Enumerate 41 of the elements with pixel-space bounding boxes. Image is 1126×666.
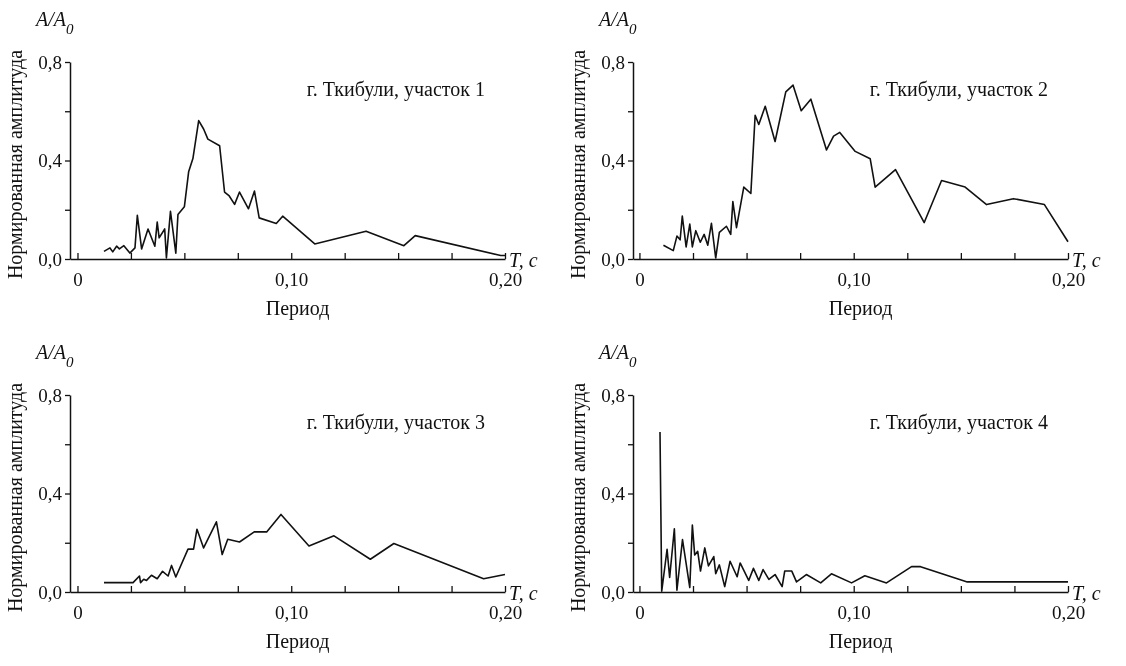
x-tick-label: 0,10: [275, 269, 309, 291]
x-axis-title: Период: [265, 297, 330, 320]
y-tick-label: 0,4: [38, 483, 63, 505]
y-tick-label: 0,8: [601, 51, 625, 73]
x-tick-label: 0,10: [837, 269, 871, 291]
y-axis-title: Нормированная амплитуда: [567, 382, 590, 613]
y-tick-label: 0,4: [601, 150, 626, 172]
y-tick-label: 0,8: [601, 384, 625, 406]
y-tick-label: 0,4: [601, 483, 626, 505]
x-axis-title: Период: [265, 630, 330, 653]
y-axis-title: Нормированная амплитуда: [4, 382, 27, 613]
y-axis-title: Нормированная амплитуда: [4, 49, 27, 280]
text: T, с: [509, 582, 538, 604]
y-tick-label: 0,0: [38, 581, 62, 603]
text: г. Ткибули, участок 1: [306, 78, 485, 101]
y-tick-label: 0,8: [38, 384, 62, 406]
text: A/A$_{0}$: [34, 341, 74, 370]
text: A/A$_{0}$: [597, 341, 637, 370]
text: A/A$_{0}$: [34, 8, 74, 37]
x-tick-label: 0,10: [275, 602, 309, 624]
x-tick-label: 0,10: [837, 602, 871, 624]
x-axis-title: Период: [828, 297, 893, 320]
y-tick-label: 0,4: [38, 150, 63, 172]
text: г. Ткибули, участок 4: [869, 411, 1048, 434]
text: T, с: [509, 249, 538, 271]
x-tick-label: 0: [635, 269, 645, 291]
x-tick-label: 0: [73, 602, 83, 624]
x-tick-label: 0: [635, 602, 645, 624]
y-tick-label: 0,0: [38, 248, 62, 270]
text: A/A$_{0}$: [597, 8, 637, 37]
y-tick-label: 0,0: [601, 248, 625, 270]
text: г. Ткибули, участок 3: [306, 411, 485, 434]
y-tick-label: 0,8: [38, 51, 62, 73]
y-axis-title: Нормированная амплитуда: [567, 49, 590, 280]
text: г. Ткибули, участок 2: [869, 78, 1048, 101]
y-tick-label: 0,0: [601, 581, 625, 603]
x-tick-label: 0: [73, 269, 83, 291]
line-series: [103, 513, 506, 584]
text: T, с: [1072, 249, 1101, 271]
text: T, с: [1072, 582, 1101, 604]
x-axis-title: Период: [828, 630, 893, 653]
